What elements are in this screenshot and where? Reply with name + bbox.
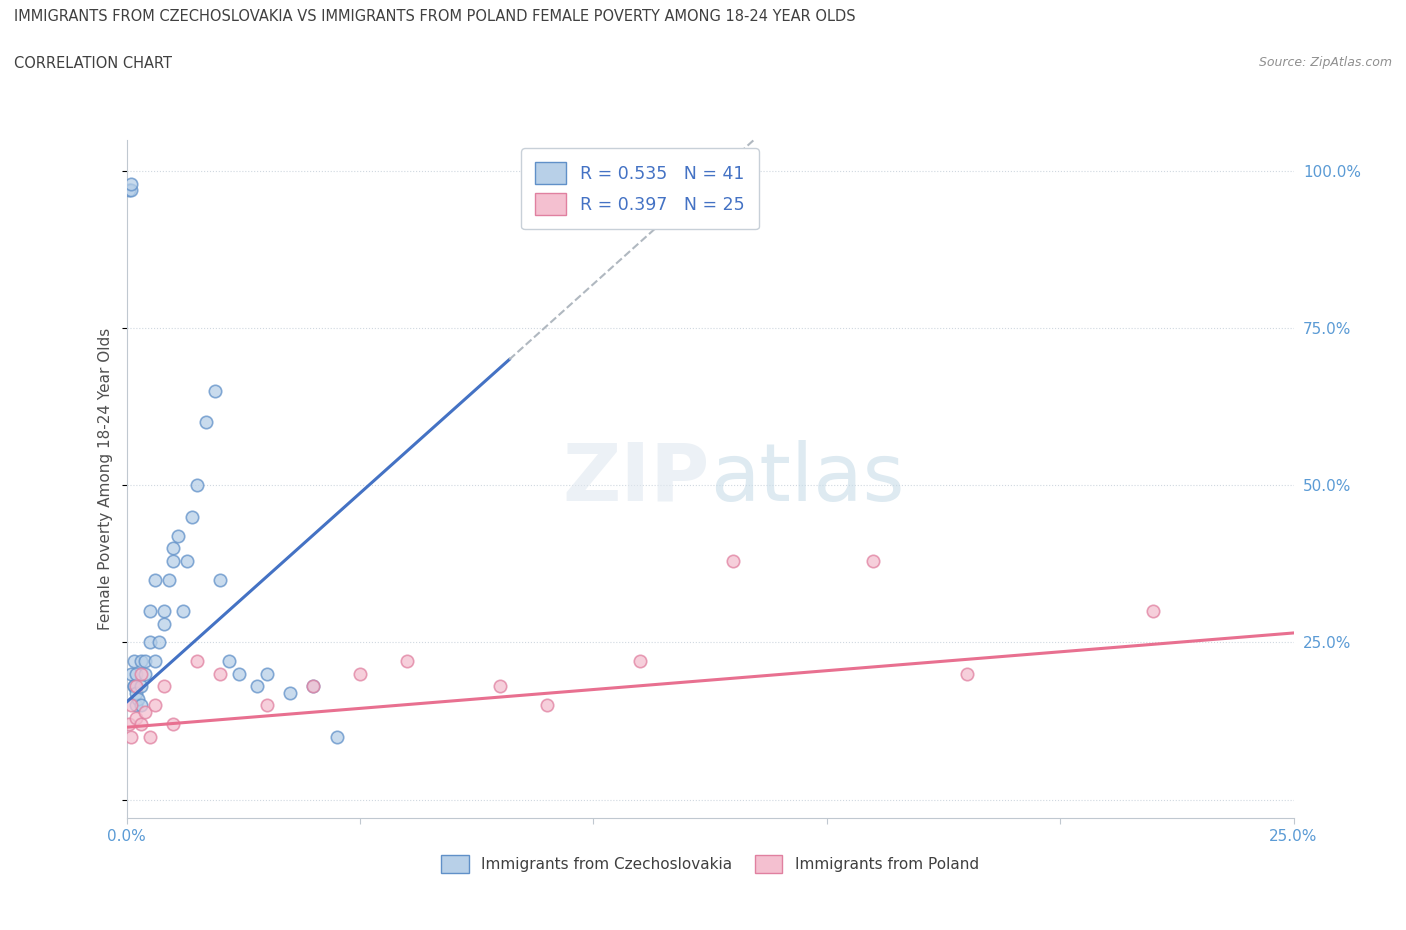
Point	[122, 679, 145, 694]
Point	[153, 679, 176, 694]
Point	[157, 572, 180, 587]
Point	[120, 176, 142, 191]
Point	[186, 654, 208, 669]
Point	[186, 478, 208, 493]
Legend: Immigrants from Czechoslovakia, Immigrants from Poland: Immigrants from Czechoslovakia, Immigran…	[434, 849, 986, 879]
Point	[139, 604, 162, 618]
Point	[125, 685, 148, 700]
Point	[862, 553, 884, 568]
Point	[302, 679, 325, 694]
Point	[162, 717, 184, 732]
Point	[723, 553, 745, 568]
Point	[134, 704, 156, 719]
Point	[120, 729, 142, 744]
Point	[118, 182, 141, 197]
Point	[122, 654, 145, 669]
Point	[129, 698, 152, 712]
Point	[125, 711, 148, 725]
Point	[122, 679, 145, 694]
Point	[127, 692, 149, 707]
Point	[129, 679, 152, 694]
Point	[125, 698, 148, 712]
Point	[120, 698, 142, 712]
Text: Source: ZipAtlas.com: Source: ZipAtlas.com	[1258, 56, 1392, 69]
Point	[256, 667, 278, 682]
Point	[256, 698, 278, 712]
Point	[180, 510, 202, 525]
Point	[148, 635, 170, 650]
Point	[167, 528, 190, 543]
Point	[120, 182, 142, 197]
Point	[194, 415, 217, 430]
Point	[139, 635, 162, 650]
Point	[134, 654, 156, 669]
Text: atlas: atlas	[710, 440, 904, 518]
Point	[628, 654, 651, 669]
Text: CORRELATION CHART: CORRELATION CHART	[14, 56, 172, 71]
Point	[172, 604, 194, 618]
Point	[143, 698, 166, 712]
Point	[153, 604, 176, 618]
Point	[246, 679, 269, 694]
Point	[1142, 604, 1164, 618]
Point	[204, 383, 226, 398]
Point	[118, 717, 141, 732]
Point	[956, 667, 979, 682]
Point	[139, 729, 162, 744]
Point	[218, 654, 240, 669]
Point	[176, 553, 198, 568]
Point	[302, 679, 325, 694]
Point	[125, 667, 148, 682]
Point	[278, 685, 301, 700]
Point	[349, 667, 371, 682]
Point	[143, 572, 166, 587]
Point	[208, 572, 231, 587]
Point	[208, 667, 231, 682]
Y-axis label: Female Poverty Among 18-24 Year Olds: Female Poverty Among 18-24 Year Olds	[98, 328, 114, 631]
Point	[228, 667, 250, 682]
Point	[143, 654, 166, 669]
Point	[489, 679, 512, 694]
Point	[162, 553, 184, 568]
Point	[129, 717, 152, 732]
Point	[153, 616, 176, 631]
Point	[129, 654, 152, 669]
Point	[162, 540, 184, 555]
Point	[395, 654, 418, 669]
Point	[325, 729, 347, 744]
Point	[125, 679, 148, 694]
Text: ZIP: ZIP	[562, 440, 710, 518]
Point	[129, 667, 152, 682]
Point	[536, 698, 558, 712]
Text: IMMIGRANTS FROM CZECHOSLOVAKIA VS IMMIGRANTS FROM POLAND FEMALE POVERTY AMONG 18: IMMIGRANTS FROM CZECHOSLOVAKIA VS IMMIGR…	[14, 9, 856, 24]
Point	[120, 667, 142, 682]
Point	[134, 667, 156, 682]
